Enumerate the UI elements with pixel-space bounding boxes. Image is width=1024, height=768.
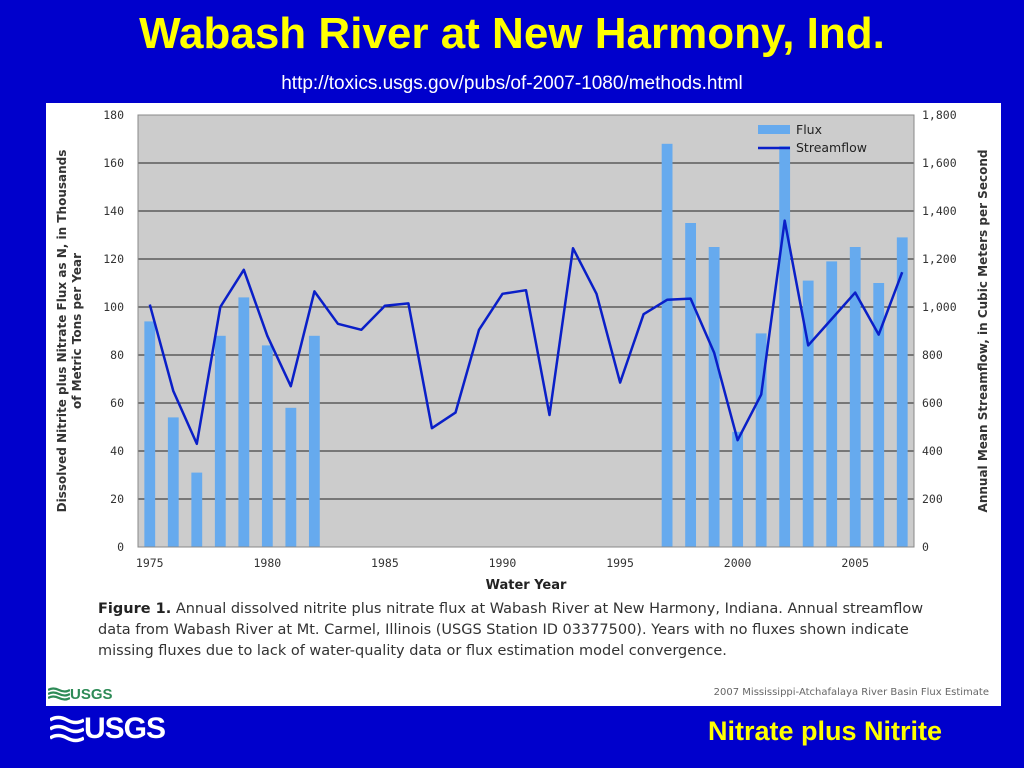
legend-flux-label: Flux (796, 122, 822, 137)
y-left-axis-title-line: of Metric Tons per Year (70, 253, 84, 409)
x-axis-title: Water Year (486, 578, 567, 593)
y-left-tick-label: 180 (103, 108, 124, 122)
x-tick-label: 1995 (606, 556, 634, 570)
flux-bars (144, 143, 908, 548)
x-tick-label: 1990 (489, 556, 517, 570)
flux-bar (755, 333, 767, 547)
flux-bar (826, 261, 838, 547)
plot-border (137, 114, 915, 548)
flux-bar (661, 143, 673, 548)
flux-bar (849, 247, 861, 547)
x-tick-label: 2000 (724, 556, 752, 570)
y-right-tick-label: 400 (922, 444, 943, 458)
y-right-tick-label: 600 (922, 396, 943, 410)
y-left-axis-title: Dissolved Nitrite plus Nitrate Flux as N… (55, 150, 84, 513)
flux-bar (896, 237, 908, 547)
flux-bar (261, 345, 273, 547)
y-right-tick-label: 1,000 (922, 300, 957, 314)
panel-credit: 2007 Mississippi-Atchafalaya River Basin… (713, 687, 989, 698)
y-left-axis-title-line: Dissolved Nitrite plus Nitrate Flux as N… (55, 150, 69, 513)
flux-bar (167, 417, 179, 547)
streamflow-line-group (148, 219, 904, 446)
x-tick-label: 2005 (841, 556, 869, 570)
flux-bar (144, 321, 156, 547)
footer-usgs-logo: USGS (50, 712, 166, 746)
streamflow-line (148, 219, 904, 446)
axes: 0 20 40 60 80 100 120 140 160 180 0 200 400 600 800 1,0… (55, 108, 990, 593)
plot-area (138, 115, 914, 547)
panel-usgs-logo: USGS (48, 685, 113, 703)
flux-bar (732, 431, 744, 547)
y-left-tick-label: 100 (103, 300, 124, 314)
x-tick-label: 1980 (253, 556, 281, 570)
chart: 0 20 40 60 80 100 120 140 160 180 0 200 400 600 800 1,0… (55, 108, 990, 593)
flux-bar (308, 335, 320, 547)
caption-text: Annual dissolved nitrite plus nitrate fl… (98, 601, 924, 659)
y-right-tick-label: 1,800 (922, 108, 957, 122)
y-left-tick-label: 60 (110, 396, 124, 410)
flux-bar (873, 283, 885, 547)
y-left-tick-label: 140 (103, 204, 124, 218)
y-right-axis-title: Annual Mean Streamflow, in Cubic Meters … (976, 150, 990, 513)
footer-text: Nitrate plus Nitrite (707, 716, 942, 746)
slide-subtitle: http://toxics.usgs.gov/pubs/of-2007-1080… (281, 73, 743, 94)
y-left-tick-label: 20 (110, 492, 124, 506)
usgs-wave-icon (50, 715, 84, 743)
flux-bar (802, 280, 814, 547)
y-left-tick-label: 80 (110, 348, 124, 362)
legend: Flux Streamflow (758, 122, 867, 155)
x-tick-label: 1975 (136, 556, 164, 570)
slide-title: Wabash River at New Harmony, Ind. (139, 9, 885, 58)
panel-logo-text: USGS (70, 685, 113, 703)
flux-bar (685, 223, 697, 547)
caption-label: Figure 1. (98, 601, 172, 617)
flux-bar (214, 335, 226, 547)
x-tick-label: 1985 (371, 556, 399, 570)
y-left-tick-label: 0 (117, 540, 124, 554)
figure-caption: Figure 1. Annual dissolved nitrite plus … (98, 599, 938, 662)
flux-bar (708, 247, 720, 547)
y-left-tick-label: 40 (110, 444, 124, 458)
legend-streamflow-label: Streamflow (796, 140, 867, 155)
y-left-tick-label: 160 (103, 156, 124, 170)
y-right-tick-label: 1,400 (922, 204, 957, 218)
flux-bar (191, 472, 203, 547)
flux-bar (779, 146, 791, 547)
y-left-tick-label: 120 (103, 252, 124, 266)
legend-flux-swatch (758, 125, 790, 134)
y-right-tick-label: 200 (922, 492, 943, 506)
y-right-tick-label: 0 (922, 540, 929, 554)
y-right-tick-label: 1,200 (922, 252, 957, 266)
footer-logo-text: USGS (84, 712, 166, 745)
figure-panel: 0 20 40 60 80 100 120 140 160 180 0 200 400 600 800 1,0… (46, 103, 1001, 706)
y-right-tick-label: 800 (922, 348, 943, 362)
flux-bar (238, 297, 250, 547)
y-right-tick-label: 1,600 (922, 156, 957, 170)
flux-bar (285, 407, 297, 547)
usgs-wave-icon (48, 687, 70, 701)
